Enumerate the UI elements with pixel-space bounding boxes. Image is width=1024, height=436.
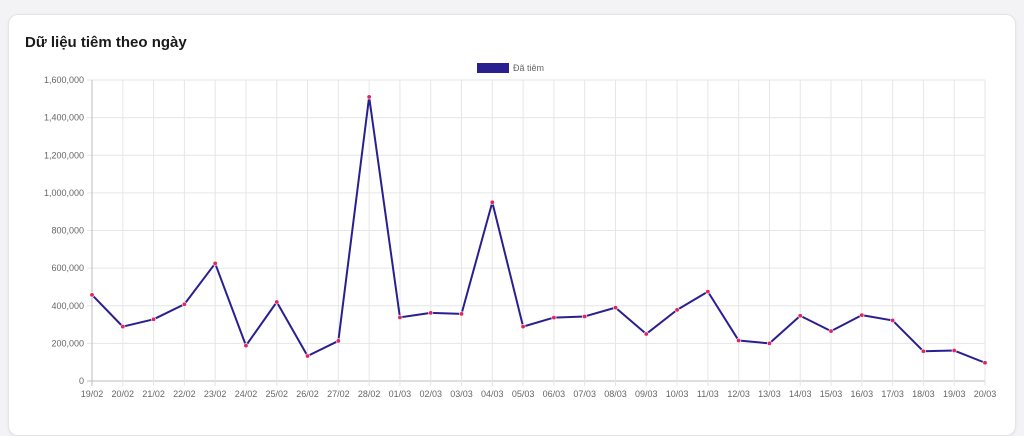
x-tick-label: 02/03 [419,389,442,399]
x-tick-label: 18/03 [912,389,935,399]
x-tick-label: 20/03 [974,389,997,399]
x-tick-label: 12/03 [727,389,750,399]
series-line [91,95,986,364]
legend[interactable]: Đã tiêm [477,63,544,73]
data-point[interactable] [890,317,896,323]
data-point[interactable] [366,94,372,100]
data-point[interactable] [674,307,680,313]
data-point[interactable] [489,199,495,205]
x-tick-label: 21/02 [142,389,165,399]
data-point[interactable] [766,340,772,346]
x-tick-label: 24/02 [235,389,258,399]
x-tick-label: 27/02 [327,389,350,399]
x-tick-label: 08/03 [604,389,627,399]
x-tick-label: 16/03 [851,389,874,399]
data-point[interactable] [612,305,618,311]
y-tick-label: 800,000 [51,226,84,236]
data-point[interactable] [705,289,711,295]
data-point[interactable] [551,315,557,321]
y-tick-label: 1,200,000 [44,150,84,160]
data-point[interactable] [335,338,341,344]
data-point[interactable] [643,331,649,337]
legend-swatch [477,63,509,73]
data-point[interactable] [797,313,803,319]
series-layer [89,94,988,366]
x-tick-label: 01/03 [389,389,412,399]
x-tick-label: 22/02 [173,389,196,399]
y-tick-label: 400,000 [51,301,84,311]
y-tick-label: 600,000 [51,263,84,273]
axes: 0 200,000 400,000 600,000 800,000 1,000,000 1,… [44,75,996,399]
data-point[interactable] [397,314,403,320]
x-tick-label: 28/02 [358,389,381,399]
data-point[interactable] [828,328,834,334]
legend-label: Đã tiêm [513,63,544,73]
data-point[interactable] [459,311,465,317]
x-tick-label: 04/03 [481,389,504,399]
x-tick-label: 14/03 [789,389,812,399]
x-tick-label: 23/02 [204,389,227,399]
y-tick-label: 1,400,000 [44,113,84,123]
y-tick-label: 1,000,000 [44,188,84,198]
x-tick-label: 26/02 [296,389,319,399]
y-tick-label: 200,000 [51,338,84,348]
x-tick-label: 15/03 [820,389,843,399]
data-point[interactable] [859,312,865,318]
legend-item[interactable]: Đã tiêm [477,63,544,73]
y-tick-label: 1,600,000 [44,75,84,85]
x-tick-label: 25/02 [265,389,288,399]
x-tick-label: 03/03 [450,389,473,399]
grid [87,79,986,386]
data-point[interactable] [520,324,526,330]
chart-title: Dữ liệu tiêm theo ngày [25,34,187,51]
data-point[interactable] [181,301,187,307]
data-point[interactable] [920,348,926,354]
data-point[interactable] [274,299,280,305]
data-point[interactable] [982,360,988,366]
data-point[interactable] [89,292,95,298]
x-tick-label: 07/03 [573,389,596,399]
x-tick-label: 20/02 [112,389,135,399]
x-tick-label: 17/03 [881,389,904,399]
x-tick-label: 19/02 [81,389,104,399]
data-point[interactable] [582,313,588,319]
data-point[interactable] [428,310,434,316]
data-point[interactable] [120,324,126,330]
x-tick-label: 10/03 [666,389,689,399]
data-point[interactable] [305,353,311,359]
data-point[interactable] [951,348,957,354]
data-point[interactable] [151,316,157,322]
x-tick-label: 05/03 [512,389,535,399]
x-tick-label: 06/03 [543,389,566,399]
chart-card: Dữ liệu tiêm theo ngày [8,14,1016,436]
x-tick-label: 13/03 [758,389,781,399]
data-point[interactable] [243,343,249,349]
data-point[interactable] [736,338,742,344]
x-tick-label: 09/03 [635,389,658,399]
y-tick-label: 0 [79,376,84,386]
x-tick-label: 11/03 [697,389,719,399]
data-point[interactable] [212,260,218,266]
x-tick-label: 19/03 [943,389,966,399]
line-chart: 0 200,000 400,000 600,000 800,000 1,000,000 1,… [44,63,996,399]
